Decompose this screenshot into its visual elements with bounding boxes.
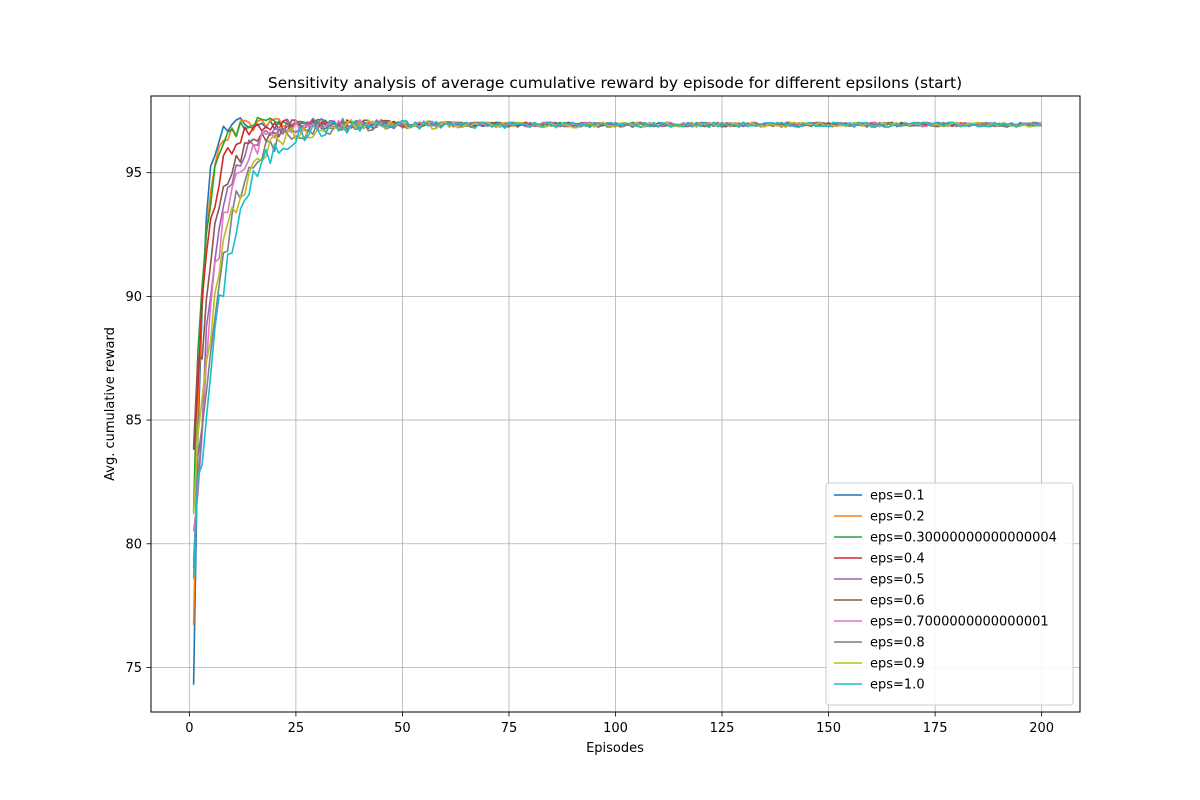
y-tick-label: 85 (125, 414, 142, 429)
x-tick-label: 125 (710, 721, 735, 736)
y-tick-label: 90 (125, 290, 142, 305)
legend-entry: eps=0.4 (870, 552, 925, 567)
legend-entry: eps=0.9 (870, 657, 925, 672)
legend-entry: eps=0.8 (870, 636, 925, 651)
legend-entry: eps=0.6 (870, 594, 925, 609)
series-line-10 (192, 119, 1042, 579)
legend-entry: eps=0.30000000000000004 (870, 531, 1057, 546)
chart-title: Sensitivity analysis of average cumulati… (268, 74, 962, 92)
legend-entry: eps=0.5 (870, 573, 925, 588)
x-tick-label: 175 (923, 721, 948, 736)
x-tick-label: 150 (816, 721, 841, 736)
legend-entry: eps=0.2 (870, 510, 925, 525)
legend-entry: eps=0.7000000000000001 (870, 615, 1049, 630)
x-axis-label: Episodes (586, 741, 644, 756)
x-tick-label: 25 (288, 721, 305, 736)
x-tick-label: 100 (603, 721, 628, 736)
legend-entry: eps=1.0 (870, 678, 925, 693)
x-tick-label: 0 (185, 721, 193, 736)
y-tick-label: 75 (125, 661, 142, 676)
legend-entry: eps=0.1 (870, 489, 925, 504)
x-tick-label: 200 (1029, 721, 1054, 736)
y-tick-label: 95 (125, 166, 142, 181)
legend-box (825, 482, 1074, 706)
legend: eps=0.1 eps=0.2 eps=0.30000000000000004 eps… (825, 482, 1074, 706)
y-axis-label: Avg. cumulative reward (103, 327, 118, 481)
x-tick-label: 50 (394, 721, 411, 736)
y-tick-label: 80 (125, 537, 142, 552)
x-tick-label: 75 (501, 721, 518, 736)
